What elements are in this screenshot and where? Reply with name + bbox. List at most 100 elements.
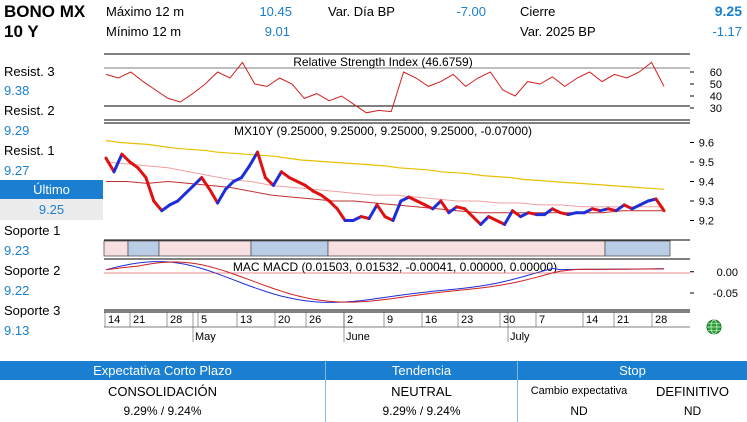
expectativa-value: CONSOLIDACIÓN bbox=[107, 384, 218, 399]
price-segment bbox=[654, 197, 666, 213]
price-tick-label: 9.2 bbox=[699, 216, 714, 228]
moving-average-pink bbox=[105, 161, 664, 208]
price-segment bbox=[439, 199, 451, 215]
day-tick-label: 21 bbox=[133, 314, 145, 326]
price-segment bbox=[152, 199, 164, 213]
globe-icon[interactable] bbox=[706, 319, 722, 335]
cierre-value: 9.25 bbox=[714, 3, 742, 19]
macd-tick-label: -0.05 bbox=[713, 288, 738, 300]
resist1-label: Resist. 1 bbox=[4, 143, 55, 158]
day-tick-label: 20 bbox=[278, 314, 290, 326]
day-tick-label: 14 bbox=[586, 314, 598, 326]
price-segment bbox=[303, 183, 315, 193]
price-segment bbox=[136, 166, 148, 180]
regime-block bbox=[158, 240, 252, 257]
price-segment bbox=[271, 170, 283, 187]
price-segment bbox=[160, 203, 172, 213]
var2025-value: -1.17 bbox=[712, 24, 742, 39]
price-segment bbox=[104, 156, 116, 174]
divider bbox=[517, 361, 518, 422]
resist1-value: 9.27 bbox=[4, 163, 30, 178]
ultimo-label: Último bbox=[0, 180, 103, 199]
instrument-title: BONO MX 10 Y bbox=[4, 2, 85, 42]
price-segment bbox=[614, 203, 626, 213]
ultimo-value: 9.25 bbox=[0, 199, 103, 220]
price-segment bbox=[263, 176, 275, 187]
soporte2-value: 9.22 bbox=[4, 283, 30, 298]
cierre-label: Cierre bbox=[520, 4, 556, 19]
var2025-label: Var. 2025 BP bbox=[520, 24, 596, 39]
price-segment bbox=[128, 160, 140, 170]
price-segment bbox=[224, 180, 235, 191]
price-segment bbox=[256, 150, 267, 180]
day-tick-label: 28 bbox=[170, 314, 182, 326]
price-segment bbox=[503, 209, 514, 226]
price-segment bbox=[542, 207, 554, 217]
var-dia-label: Var. Día BP bbox=[328, 4, 395, 19]
regime-block bbox=[103, 240, 129, 257]
col-expectativa-header: Expectativa Corto Plazo bbox=[0, 361, 325, 380]
price-segment bbox=[391, 199, 403, 222]
resist3-value: 9.38 bbox=[4, 83, 30, 98]
resist3-label: Resist. 3 bbox=[4, 64, 55, 79]
day-tick-label: 2 bbox=[347, 314, 353, 326]
price-title: MX10Y (9.25000, 9.25000, 9.25000, 9.2500… bbox=[234, 124, 532, 138]
stop-cambio-value: ND bbox=[570, 404, 588, 418]
day-tick-label: 26 bbox=[309, 314, 321, 326]
stop-definitivo-value: ND bbox=[683, 404, 702, 418]
rsi-tick-label: 60 bbox=[710, 67, 722, 79]
regime-block bbox=[604, 240, 671, 257]
price-segment bbox=[335, 207, 347, 222]
price-tick-label: 9.3 bbox=[699, 196, 714, 208]
moving-average-mid bbox=[106, 180, 664, 214]
day-tick-label: 9 bbox=[387, 314, 393, 326]
day-tick-label: 23 bbox=[461, 314, 473, 326]
price-segment bbox=[511, 209, 522, 219]
price-segment bbox=[367, 203, 379, 220]
price-segment bbox=[279, 170, 291, 180]
rsi-tick-label: 40 bbox=[710, 91, 722, 103]
col-stop-header: Stop bbox=[518, 361, 747, 380]
price-segment bbox=[208, 187, 220, 205]
price-segment bbox=[184, 183, 196, 195]
price-segment bbox=[248, 150, 259, 168]
price-segment bbox=[447, 205, 459, 215]
price-segment bbox=[120, 152, 132, 164]
price-series bbox=[104, 150, 666, 226]
day-tick-label: 16 bbox=[425, 314, 437, 326]
day-tick-label: 13 bbox=[240, 314, 252, 326]
macd-signal-line bbox=[105, 261, 665, 303]
ultimo-box: Último 9.25 bbox=[0, 180, 103, 220]
min12-label: Mínimo 12 m bbox=[106, 24, 182, 39]
price-segment bbox=[200, 176, 212, 191]
expectativa-range: 9.29% / 9.24% bbox=[123, 404, 202, 418]
day-tick-label: 5 bbox=[201, 314, 207, 326]
day-tick-label: 30 bbox=[503, 314, 515, 326]
technical-chart: Relative Strength Index (46.6759) 605040… bbox=[103, 53, 738, 343]
col-tendencia-header: Tendencia bbox=[326, 361, 517, 380]
macd-panel: MAC MACD (0.01503, 0.01532, -0.00041, 0.… bbox=[104, 258, 738, 311]
instrument-title-line1: BONO MX bbox=[4, 2, 86, 21]
price-segment bbox=[112, 152, 124, 174]
resist2-label: Resist. 2 bbox=[4, 103, 55, 118]
day-tick-label: 21 bbox=[617, 314, 629, 326]
price-tick-label: 9.6 bbox=[699, 138, 714, 150]
instrument-title-line2: 10 Y bbox=[4, 22, 39, 41]
x-axis: 14 21 28 5 13 20 26 2 9 16 23 30 7 14 21 28 May June July bbox=[104, 311, 690, 343]
day-tick-label: 7 bbox=[539, 314, 545, 326]
soporte1-value: 9.23 bbox=[4, 243, 30, 258]
rsi-line bbox=[105, 61, 665, 114]
price-segment bbox=[479, 215, 491, 226]
price-segment bbox=[144, 176, 156, 203]
price-segment bbox=[431, 199, 443, 211]
price-tick-label: 9.5 bbox=[699, 157, 714, 169]
rsi-tick-label: 50 bbox=[710, 79, 722, 91]
day-tick-label: 28 bbox=[655, 314, 667, 326]
price-segment bbox=[327, 199, 339, 211]
regime-block bbox=[127, 240, 160, 257]
price-segment bbox=[176, 191, 188, 203]
price-segment bbox=[463, 207, 475, 219]
day-tick-label: 14 bbox=[108, 314, 120, 326]
resist2-value: 9.29 bbox=[4, 123, 30, 138]
soporte2-label: Soporte 2 bbox=[4, 263, 61, 278]
